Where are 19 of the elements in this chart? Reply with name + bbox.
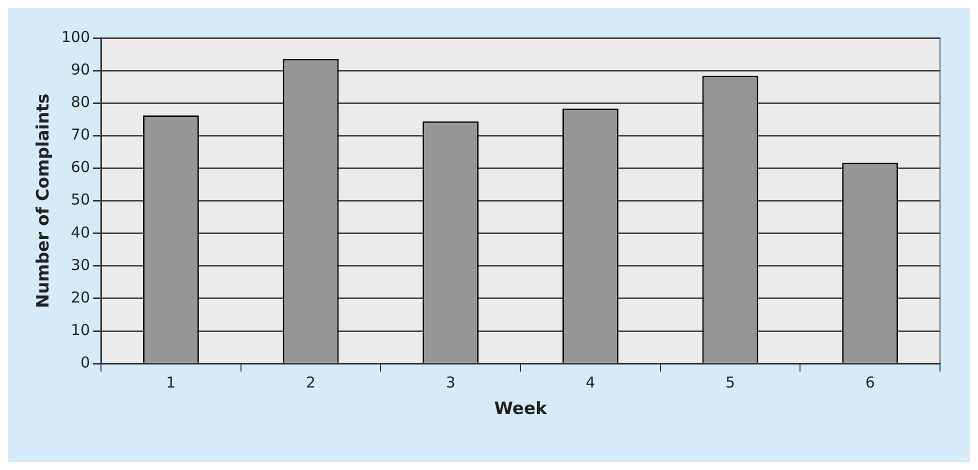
x-tick-label: 4 [586, 373, 596, 392]
x-tick-label: 1 [166, 373, 176, 392]
y-tick-label: 10 [70, 320, 90, 339]
y-tick-label: 0 [80, 353, 90, 372]
x-tick-label: 3 [446, 373, 456, 392]
y-tick-label: 50 [70, 190, 90, 209]
y-axis-title: Number of Complaints [34, 94, 54, 308]
y-tick-label: 60 [70, 158, 90, 176]
y-tick-label: 90 [70, 60, 90, 78]
x-tick-label: 5 [725, 373, 736, 392]
y-tick-label: 30 [70, 256, 90, 274]
y-tick-label: 80 [70, 93, 90, 112]
y-tick-label: 100 [61, 28, 90, 46]
y-tick-label: 40 [70, 223, 90, 242]
x-tick-label: 6 [865, 373, 875, 392]
y-tick-label: 70 [70, 126, 90, 144]
x-axis-title: Week [494, 399, 548, 420]
y-tick-label: 20 [70, 288, 90, 306]
x-tick-label: 2 [306, 373, 316, 392]
